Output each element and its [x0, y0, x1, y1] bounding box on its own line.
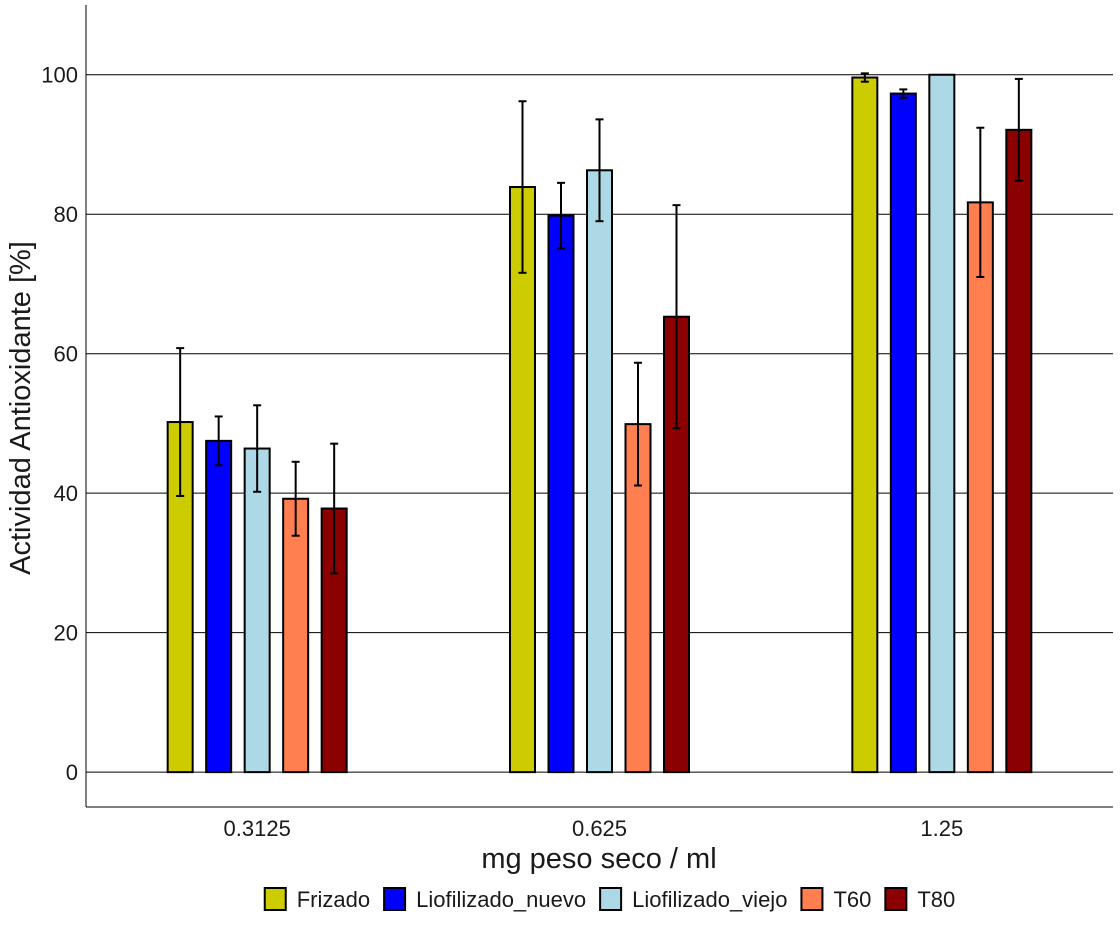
y-tick-label: 20	[54, 621, 78, 646]
y-tick-label: 80	[54, 202, 78, 227]
bar-frizado-2	[851, 76, 879, 774]
error-bar-t60-1	[634, 361, 642, 487]
bar-t80-2	[1005, 128, 1033, 774]
x-tick-labels: 0.3125 0.625 1.25	[224, 816, 964, 841]
y-tick-label: 40	[54, 481, 78, 506]
error-bar-t60-2	[976, 126, 985, 278]
error-bar-t80-1	[672, 204, 681, 430]
bar-liofilizado_viejo-0	[243, 447, 271, 774]
legend-key	[884, 887, 908, 911]
legend-label: T80	[917, 887, 955, 912]
error-bar-t60-0	[291, 460, 300, 537]
bar-t60-0	[282, 497, 310, 774]
bar-liofilizado_viejo-1	[586, 169, 613, 774]
legend-label: Frizado	[297, 887, 370, 912]
error-bar-t80-2	[1014, 77, 1023, 182]
error-bar-liofilizado_viejo-1	[595, 118, 604, 223]
legend-label: Liofilizado_nuevo	[416, 887, 586, 912]
legend-key	[800, 887, 824, 911]
legend-key	[383, 887, 407, 911]
bar-liofilizado_viejo-2	[928, 73, 956, 774]
y-tick-labels: 0 20 40 60 80 100	[41, 63, 78, 785]
legend-item-t60: T60	[800, 887, 871, 912]
error-bar-liofilizado_nuevo-0	[214, 415, 223, 467]
y-axis-title: Actividad Antioxidante [%]	[5, 241, 37, 575]
legend-item-frizado: Frizado	[263, 887, 370, 912]
x-tick-label: 0.625	[572, 816, 627, 841]
legend-key	[263, 887, 287, 911]
y-tick-label: 100	[41, 63, 78, 88]
legend: Frizado Liofilizado_nuevo Liofilizado_viej…	[263, 887, 955, 912]
y-tick-label: 0	[66, 760, 78, 785]
bar-liofilizado_nuevo-1	[547, 214, 575, 774]
error-bars	[176, 72, 1023, 575]
legend-label: Liofilizado_viejo	[632, 887, 787, 912]
x-tick-label: 1.25	[920, 816, 963, 841]
error-bar-liofilizado_nuevo-2	[899, 88, 908, 99]
legend-key	[599, 887, 623, 911]
x-axis-title: mg peso seco / ml	[481, 843, 716, 875]
legend-item-liofilizado_nuevo: Liofilizado_nuevo	[383, 887, 586, 912]
axes	[85, 5, 1113, 808]
error-bar-frizado-2	[860, 72, 869, 83]
legend-item-t80: T80	[884, 887, 955, 912]
error-bar-liofilizado_viejo-0	[253, 404, 262, 493]
y-tick-label: 60	[54, 342, 78, 367]
error-bar-t80-0	[330, 442, 339, 575]
error-bar-frizado-1	[518, 100, 527, 274]
bar-liofilizado_nuevo-0	[205, 439, 233, 774]
error-bar-liofilizado_nuevo-1	[557, 181, 565, 250]
bar-frizado-1	[509, 186, 536, 774]
bar-t60-2	[966, 201, 994, 774]
legend-label: T60	[833, 887, 871, 912]
bar-liofilizado_nuevo-2	[889, 92, 917, 774]
legend-item-liofilizado_viejo: Liofilizado_viejo	[599, 887, 787, 912]
x-tick-label: 0.3125	[224, 816, 291, 841]
error-bar-frizado-0	[176, 347, 185, 497]
